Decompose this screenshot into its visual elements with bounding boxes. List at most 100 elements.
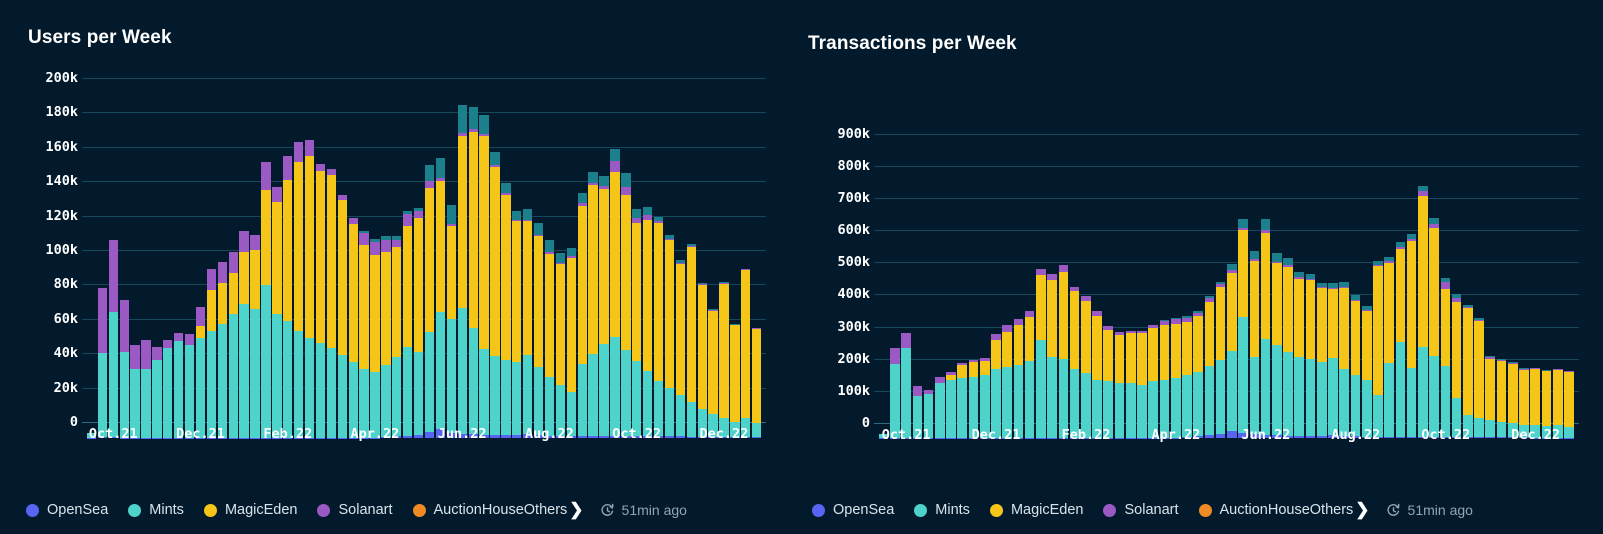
bar-column[interactable] (1417, 123, 1428, 438)
bar-column[interactable] (945, 123, 956, 438)
bar-column[interactable] (1103, 123, 1114, 438)
legend-item-magiceden[interactable]: MagicEden (203, 502, 297, 518)
bar-column[interactable] (1552, 123, 1563, 438)
bar-column[interactable] (653, 94, 664, 438)
bar-column[interactable] (1148, 123, 1159, 438)
bar-column[interactable] (675, 94, 686, 438)
legend-item-solanart[interactable]: Solanart (317, 502, 393, 518)
bar-column[interactable] (1462, 123, 1473, 438)
bar-column[interactable] (1058, 123, 1069, 438)
bar-column[interactable] (315, 94, 326, 438)
bar-column[interactable] (261, 94, 272, 438)
bar-column[interactable] (697, 94, 708, 438)
bar-column[interactable] (1440, 123, 1451, 438)
bar-column[interactable] (533, 94, 544, 438)
legend-transactions[interactable]: OpenSea Mints MagicEden Solanart AuctionHous… (812, 500, 1473, 520)
bar-column[interactable] (348, 94, 359, 438)
bar-column[interactable] (500, 94, 511, 438)
bar-column[interactable] (719, 94, 730, 438)
bar-column[interactable] (446, 94, 457, 438)
bar-column[interactable] (282, 94, 293, 438)
bar-column[interactable] (304, 94, 315, 438)
bar-column[interactable] (1193, 123, 1204, 438)
bar-column[interactable] (1395, 123, 1406, 438)
bar-column[interactable] (1260, 123, 1271, 438)
bar-column[interactable] (1181, 123, 1192, 438)
bar-column[interactable] (968, 123, 979, 438)
bar-column[interactable] (271, 94, 282, 438)
bar-column[interactable] (990, 123, 1001, 438)
bar-column[interactable] (900, 123, 911, 438)
bar-column[interactable] (610, 94, 621, 438)
bar-column[interactable] (228, 94, 239, 438)
bar-column[interactable] (923, 123, 934, 438)
bar-column[interactable] (479, 94, 490, 438)
legend-item-auctionhouseothers[interactable]: AuctionHouseOthers (1198, 502, 1353, 518)
bar-column[interactable] (141, 94, 152, 438)
bar-column[interactable] (934, 123, 945, 438)
bar-column[interactable] (1485, 123, 1496, 438)
bar-column[interactable] (1473, 123, 1484, 438)
bar-column[interactable] (957, 123, 968, 438)
bar-column[interactable] (1047, 123, 1058, 438)
bar-column[interactable] (1114, 123, 1125, 438)
bar-column[interactable] (1170, 123, 1181, 438)
bar-column[interactable] (250, 94, 261, 438)
legend-item-opensea[interactable]: OpenSea (26, 502, 108, 518)
bar-column[interactable] (1013, 123, 1024, 438)
bar-column[interactable] (1316, 123, 1327, 438)
bar-column[interactable] (1002, 123, 1013, 438)
bar-series-users[interactable] (86, 94, 762, 438)
bar-column[interactable] (151, 94, 162, 438)
bar-column[interactable] (599, 94, 610, 438)
bar-column[interactable] (1563, 123, 1574, 438)
bar-column[interactable] (162, 94, 173, 438)
legend-item-solanart[interactable]: Solanart (1103, 502, 1179, 518)
legend-item-magiceden[interactable]: MagicEden (989, 502, 1083, 518)
bar-column[interactable] (1080, 123, 1091, 438)
bar-column[interactable] (878, 123, 889, 438)
bar-column[interactable] (686, 94, 697, 438)
bar-column[interactable] (1294, 123, 1305, 438)
bar-column[interactable] (1541, 123, 1552, 438)
bar-column[interactable] (413, 94, 424, 438)
bar-column[interactable] (1406, 123, 1417, 438)
bar-column[interactable] (511, 94, 522, 438)
bar-column[interactable] (1249, 123, 1260, 438)
bar-column[interactable] (108, 94, 119, 438)
bar-column[interactable] (1384, 123, 1395, 438)
bar-column[interactable] (1507, 123, 1518, 438)
bar-column[interactable] (1226, 123, 1237, 438)
bar-column[interactable] (391, 94, 402, 438)
bar-column[interactable] (173, 94, 184, 438)
legend-more-chevron-icon[interactable]: ❯ (1355, 500, 1370, 519)
bar-column[interactable] (217, 94, 228, 438)
bar-column[interactable] (708, 94, 719, 438)
bar-column[interactable] (1339, 123, 1350, 438)
bar-column[interactable] (664, 94, 675, 438)
bar-column[interactable] (130, 94, 141, 438)
bar-column[interactable] (1136, 123, 1147, 438)
bar-column[interactable] (1271, 123, 1282, 438)
bar-column[interactable] (424, 94, 435, 438)
bar-column[interactable] (239, 94, 250, 438)
bar-column[interactable] (1372, 123, 1383, 438)
bar-column[interactable] (1069, 123, 1080, 438)
bar-column[interactable] (889, 123, 900, 438)
bar-column[interactable] (435, 94, 446, 438)
bar-column[interactable] (1496, 123, 1507, 438)
bar-column[interactable] (457, 94, 468, 438)
bar-column[interactable] (490, 94, 501, 438)
bar-column[interactable] (326, 94, 337, 438)
bar-column[interactable] (544, 94, 555, 438)
bar-column[interactable] (729, 94, 740, 438)
bar-column[interactable] (1350, 123, 1361, 438)
bar-column[interactable] (620, 94, 631, 438)
bar-column[interactable] (566, 94, 577, 438)
bar-column[interactable] (555, 94, 566, 438)
bar-column[interactable] (195, 94, 206, 438)
bar-column[interactable] (1361, 123, 1372, 438)
bar-column[interactable] (740, 94, 751, 438)
bar-column[interactable] (119, 94, 130, 438)
legend-item-mints[interactable]: Mints (914, 502, 970, 518)
